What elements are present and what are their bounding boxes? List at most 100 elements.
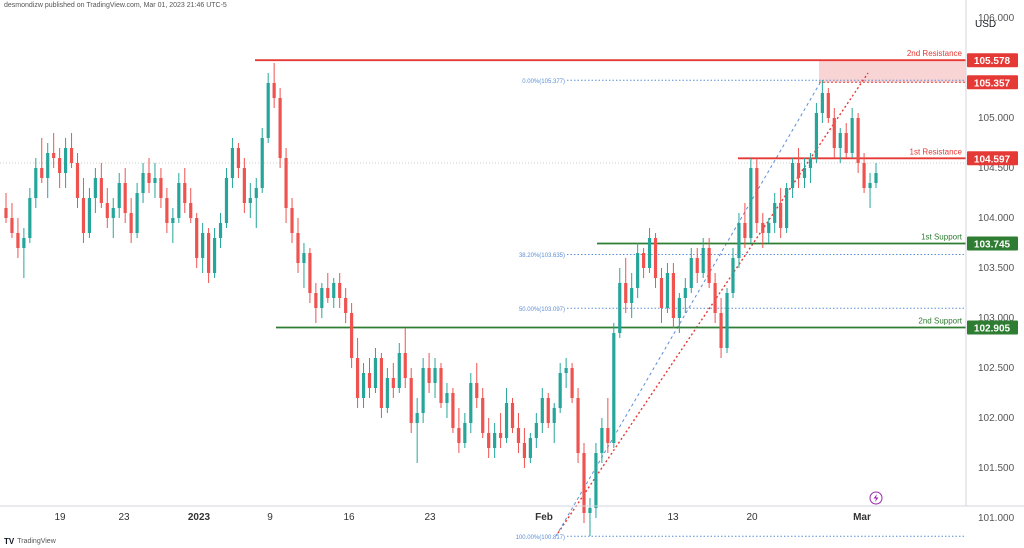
candle-body <box>707 248 711 283</box>
tradingview-logo: TV <box>4 537 15 546</box>
candle-body <box>528 438 532 458</box>
candle-body <box>493 433 497 448</box>
candle-body <box>582 453 586 513</box>
candle-body <box>558 373 562 408</box>
candle-body <box>469 383 473 423</box>
candle-body <box>242 168 246 203</box>
candle-body <box>457 428 461 443</box>
time-tick-label: 16 <box>343 512 355 523</box>
candle-body <box>218 223 223 238</box>
candle-body <box>46 153 50 178</box>
candle-body <box>665 273 670 308</box>
price-tick-label: 101.500 <box>978 463 1015 474</box>
price-badge-label: 105.578 <box>974 56 1011 67</box>
candle-body <box>212 238 217 273</box>
candle-body <box>397 353 401 388</box>
footer-branding: TV TradingView <box>4 537 56 546</box>
fib-label: 0.00%(105.377) <box>522 79 565 85</box>
level-name: 1st Support <box>921 233 963 242</box>
candle-body <box>820 93 824 113</box>
candle-body <box>796 163 801 178</box>
candle-body <box>832 118 836 148</box>
candle-body <box>534 423 538 438</box>
candle-body <box>618 283 622 333</box>
candle-body <box>433 368 437 383</box>
candle-body <box>260 138 264 188</box>
candle-body <box>689 258 693 288</box>
lightning-icon-bolt <box>873 494 879 502</box>
candle-body <box>731 258 735 293</box>
resistance-zone-rect <box>819 60 966 83</box>
candle-body <box>856 118 860 163</box>
time-axis: 19 23 2023 9 16 23 Feb 13 20 Mar <box>0 491 1024 523</box>
candle-body <box>332 283 336 298</box>
time-tick-label: 13 <box>667 512 679 523</box>
candle-body <box>129 213 133 233</box>
candle-body <box>695 258 699 273</box>
price-tick-label: 102.000 <box>978 413 1015 424</box>
candle-body <box>767 223 771 233</box>
price-badge <box>967 75 1018 90</box>
candle-body <box>659 278 664 308</box>
candle-body <box>105 203 109 218</box>
candle-body <box>510 403 515 428</box>
candle-body <box>296 233 300 263</box>
candle-body <box>361 373 366 398</box>
candle-body <box>266 83 270 138</box>
candle-body <box>642 253 646 268</box>
candle-body <box>481 398 485 433</box>
candle-body <box>141 173 145 193</box>
key-levels: 2nd Resistance 1st Resistance 1st Support 2… <box>255 49 966 329</box>
time-tick-label: 2023 <box>188 512 211 523</box>
candle-body <box>630 288 634 303</box>
level-name: 2nd Resistance <box>907 49 963 58</box>
candle-body <box>159 178 163 198</box>
candle-body <box>498 433 503 438</box>
candle-body <box>588 508 592 513</box>
publisher-header: desmondizw published on TradingView.com,… <box>4 2 227 9</box>
price-tick-label: 102.500 <box>978 363 1015 374</box>
candle-body <box>183 183 187 203</box>
candle-body <box>355 358 360 398</box>
candle-body <box>540 398 544 423</box>
candle-body <box>636 253 640 288</box>
candle-body <box>290 208 294 233</box>
uptrend-line-red <box>557 72 869 534</box>
trendlines <box>555 72 869 537</box>
candle-body <box>379 358 384 408</box>
candle-body <box>779 203 783 228</box>
time-tick-label: Mar <box>853 512 871 523</box>
candle-body <box>278 98 282 158</box>
candle-body <box>338 283 342 298</box>
candle-body <box>838 133 842 148</box>
candle-body <box>487 433 491 448</box>
fib-retracement: 0.00%(105.377) 38.20%(103.635) 50.00%(103.… <box>516 79 966 541</box>
candle-body <box>403 353 407 378</box>
candle-body <box>850 118 854 153</box>
candle-body <box>808 158 813 168</box>
time-tick-label: 19 <box>54 512 66 523</box>
candle-body <box>367 373 372 388</box>
currency-label: USD <box>975 19 996 30</box>
candle-body <box>111 208 115 218</box>
brand-name: TradingView <box>17 538 56 545</box>
price-tick-label: 104.500 <box>978 163 1015 174</box>
price-badge-label: 102.905 <box>974 324 1011 335</box>
resistance-zone <box>819 60 966 83</box>
candle-body <box>463 423 467 443</box>
candle-body <box>785 188 789 228</box>
candle-body <box>504 403 509 438</box>
candle-body <box>69 148 74 163</box>
price-tick-label: 105.000 <box>978 113 1015 124</box>
candle-body <box>123 183 127 213</box>
candle-body <box>564 368 568 373</box>
candle-body <box>230 148 235 178</box>
fib-label: 100.00%(100.817) <box>516 535 565 541</box>
candle-body <box>737 223 741 258</box>
candle-body <box>248 198 252 203</box>
price-tick-label: 106.000 <box>978 13 1015 24</box>
price-badge-label: 103.745 <box>974 240 1011 251</box>
candle-body <box>600 428 604 453</box>
